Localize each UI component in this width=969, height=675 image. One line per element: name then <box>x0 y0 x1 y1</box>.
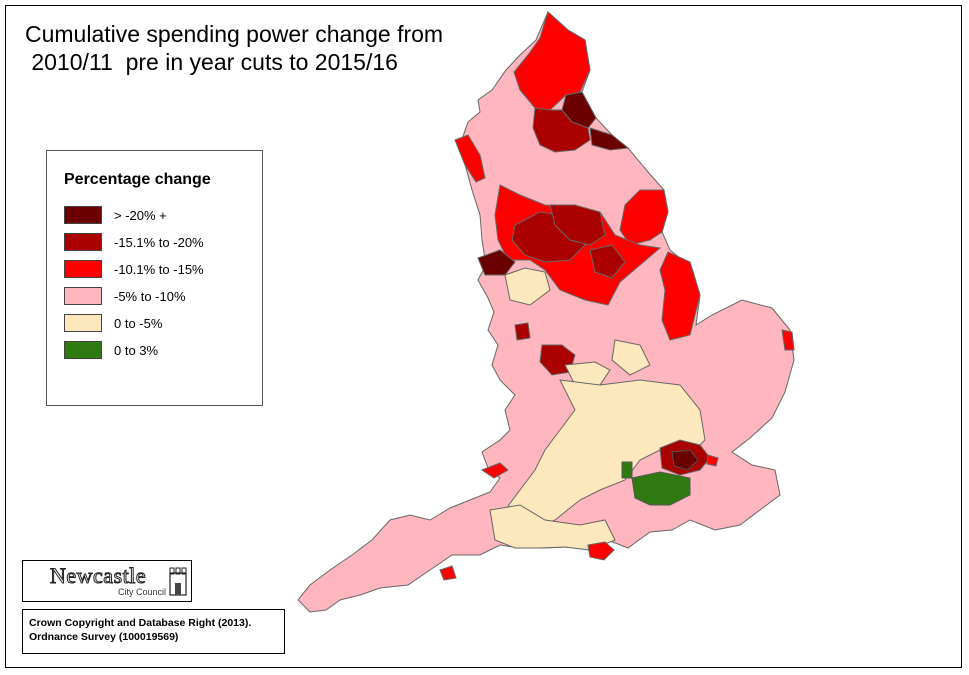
logo-subtitle: City Council <box>118 587 167 597</box>
region-durham <box>532 107 591 153</box>
castle-icon <box>169 567 187 596</box>
legend-label: -10.1% to -15% <box>114 261 204 277</box>
region-stoke <box>514 322 531 341</box>
region-northants-cream <box>611 339 651 376</box>
region-kent-red <box>706 454 719 467</box>
legend-item: > -20% + <box>64 205 167 225</box>
map-frame <box>5 5 962 668</box>
region-surrey <box>631 471 691 506</box>
region-inner-london <box>671 449 699 471</box>
legend-item: -15.1% to -20% <box>64 232 204 252</box>
region-norfolk-red <box>781 329 795 351</box>
region-merseyside <box>477 249 516 276</box>
legend-swatch <box>64 287 102 305</box>
legend-item: 0 to 3% <box>64 340 158 360</box>
region-west-yorkshire <box>549 204 606 246</box>
legend-title: Percentage change <box>64 171 211 188</box>
region-bristol <box>480 462 509 479</box>
legend-label: -15.1% to -20% <box>114 234 204 250</box>
legend-label: 0 to 3% <box>114 342 159 358</box>
copyright-line-1: Crown Copyright and Database Right (2013… <box>29 617 252 629</box>
title-line-1: Cumulative spending power change from <box>25 21 444 47</box>
logo-name: Newcastle <box>49 563 147 589</box>
legend-swatch <box>64 314 102 332</box>
legend-swatch <box>64 206 102 224</box>
legend-item: 0 to -5% <box>64 313 162 333</box>
region-home-counties <box>504 379 706 531</box>
legend-swatch <box>64 233 102 251</box>
legend-swatch <box>64 260 102 278</box>
legend-swatch <box>64 341 102 359</box>
legend: Percentage change > -20% + -15.1% to -20%… <box>46 150 263 406</box>
copyright-line-2: Ordnance Survey (100019569) <box>29 631 179 643</box>
region-south-yorkshire <box>589 244 626 279</box>
legend-item: -5% to -10% <box>64 286 186 306</box>
region-plymouth <box>439 565 457 581</box>
copyright-box: Crown Copyright and Database Right (2013… <box>22 609 285 654</box>
region-lincolnshire <box>659 251 701 341</box>
newcastle-logo: Newcastle City Council <box>22 560 192 602</box>
legend-item: -10.1% to -15% <box>64 259 204 279</box>
title-line-2: 2010/11 pre in year cuts to 2015/16 <box>25 49 398 75</box>
map-title: Cumulative spending power change from 20… <box>25 20 443 76</box>
region-teesside <box>589 127 630 151</box>
region-cheshire <box>504 267 551 306</box>
region-east-yorkshire <box>619 189 669 246</box>
region-isle-of-wight <box>587 541 615 561</box>
region-cumbria-coast <box>454 134 486 183</box>
region-green-west <box>621 461 633 479</box>
legend-label: -5% to -10% <box>114 288 186 304</box>
legend-label: 0 to -5% <box>114 315 163 331</box>
legend-label: > -20% + <box>114 207 167 223</box>
